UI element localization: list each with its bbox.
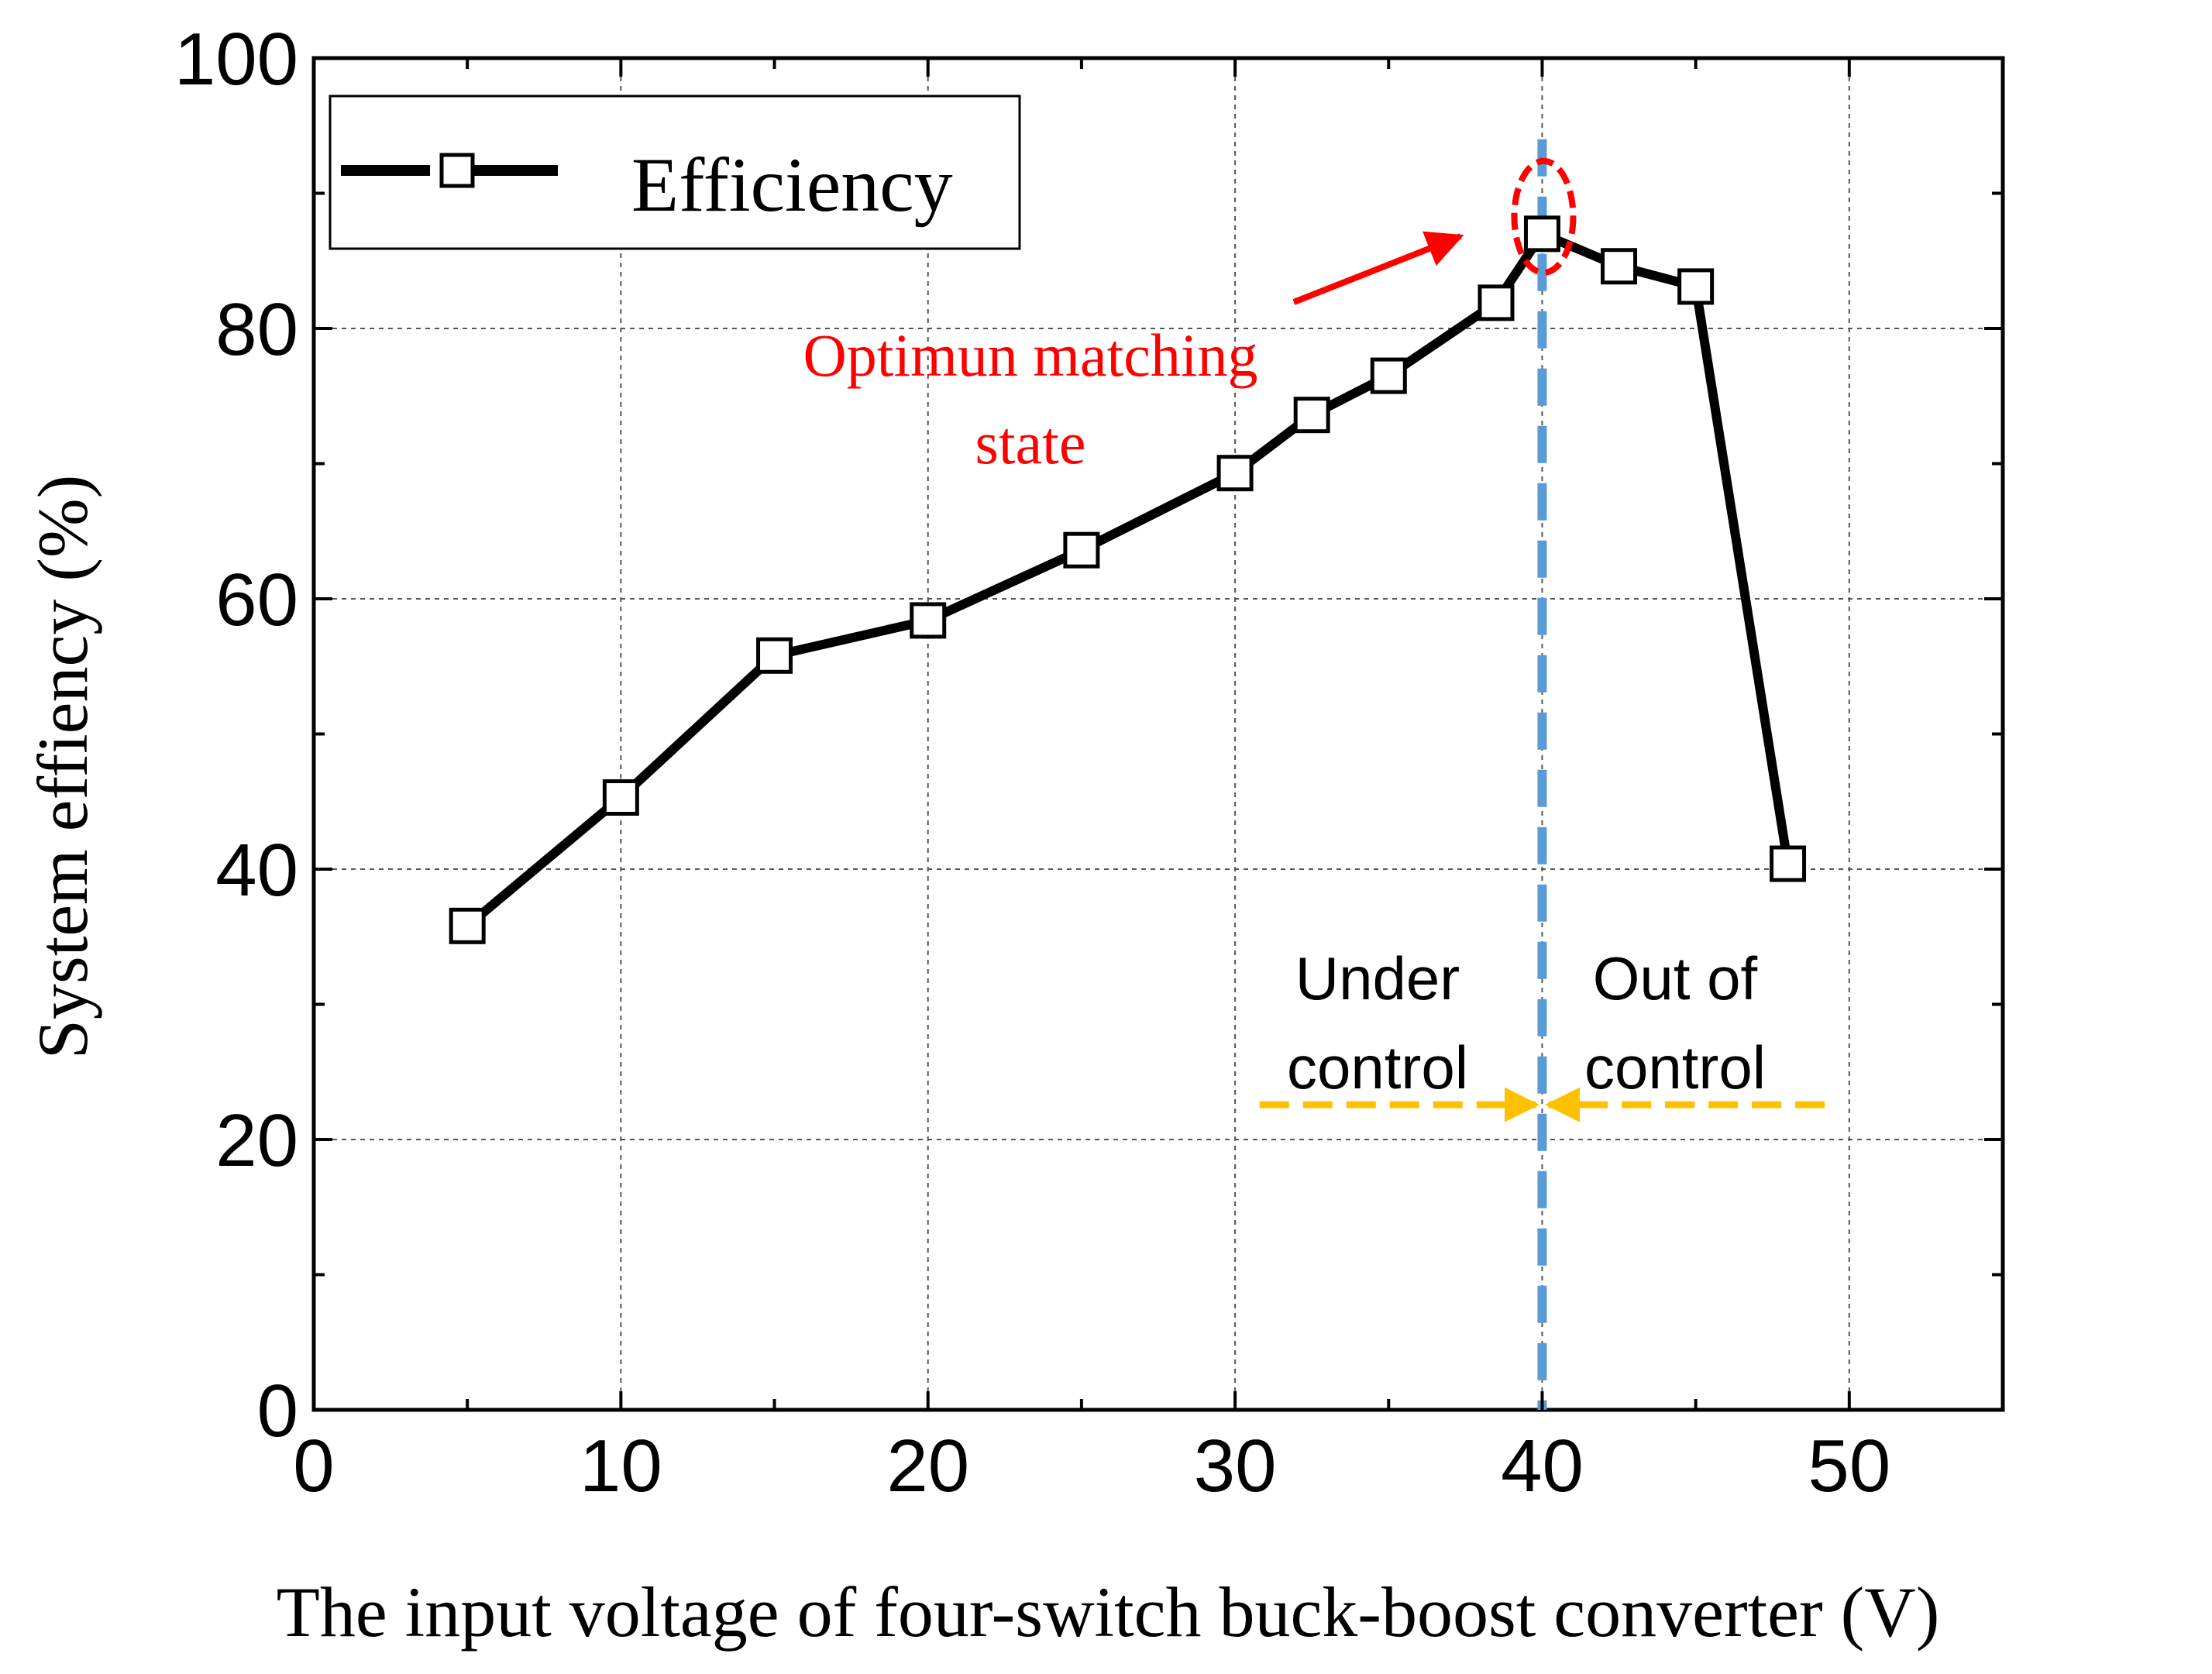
x-tick-label-20: 20 (886, 1425, 969, 1507)
y-tick-label-100: 100 (174, 18, 298, 101)
data-point-15 (756, 637, 793, 674)
under-control-line2: control (1287, 1033, 1468, 1102)
y-tick-label-0: 0 (257, 1370, 298, 1452)
x-tick-label-40: 40 (1501, 1425, 1584, 1507)
plot-border (311, 56, 2005, 1412)
annotation-shapes (1259, 139, 1825, 1410)
y-tick-label-40: 40 (215, 829, 298, 912)
data-point-5 (449, 907, 486, 944)
data-point-20 (910, 602, 947, 639)
y-tick-label-80: 80 (215, 288, 298, 371)
plot-frame (311, 56, 2005, 1412)
series-efficiency (449, 157, 1807, 944)
data-point-30 (1216, 455, 1254, 492)
data-point-25 (1063, 531, 1100, 569)
data-point-10 (602, 779, 639, 816)
legend-marker-sample (439, 153, 475, 188)
x-tick-label-0: 0 (293, 1425, 334, 1507)
legend: Efficiency (329, 95, 1021, 250)
y-tick-label-60: 60 (215, 559, 298, 641)
optimum-highlight-ellipse (1511, 157, 1577, 276)
optimum-label-line2: state (975, 409, 1086, 476)
legend-label-efficiency: Efficiency (631, 142, 953, 228)
data-point-38.5 (1478, 284, 1515, 321)
data-point-48 (1770, 845, 1807, 882)
under-control-line1: Under (1295, 944, 1460, 1012)
x-tick-label-30: 30 (1194, 1425, 1277, 1507)
data-point-35 (1370, 357, 1407, 394)
optimum-arrow (1292, 231, 1464, 305)
x-tick-label-50: 50 (1808, 1425, 1890, 1507)
x-tick-label-10: 10 (580, 1425, 662, 1507)
x-axis-title: The input voltage of four-switch buck-bo… (277, 1573, 1940, 1652)
data-point-32.5 (1293, 397, 1330, 434)
y-axis-title: System effiency (%) (23, 475, 102, 1060)
data-point-40 (1523, 215, 1560, 253)
optimum-label-line1: Optimun matching (803, 321, 1257, 389)
data-point-45 (1677, 268, 1715, 305)
data-point-42.5 (1601, 248, 1638, 285)
axis-ticks: 0 10 20 30 40 50 0 20 40 60 80 100 (174, 18, 2003, 1507)
out-of-control-line1: Out of (1593, 944, 1758, 1012)
grid (314, 58, 2003, 1410)
y-tick-label-20: 20 (215, 1099, 298, 1182)
out-of-control-line2: control (1584, 1033, 1766, 1102)
